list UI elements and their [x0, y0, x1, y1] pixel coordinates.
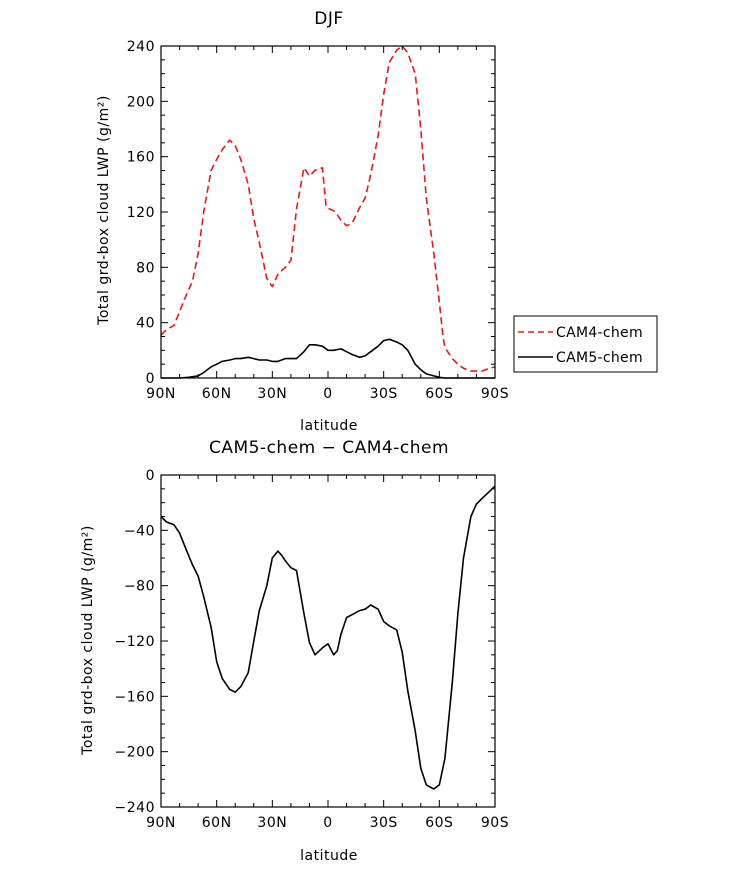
- top-y-tick-label: 160: [127, 150, 155, 166]
- bottom-y-tick-label: −40: [124, 523, 155, 539]
- bottom-x-axis-title: latitude: [300, 848, 358, 864]
- legend: CAM4-chem CAM5-chem: [513, 315, 658, 373]
- top-x-tick-label: 30S: [370, 386, 398, 402]
- bottom-x-tick-label: 60N: [202, 815, 232, 831]
- legend-label-cam5: CAM5-chem: [556, 350, 643, 366]
- top-y-tick-label: 200: [127, 94, 155, 110]
- top-plot-frame: [160, 45, 496, 379]
- top-panel-title: DJF: [314, 9, 343, 29]
- legend-label-cam4: CAM4-chem: [556, 325, 643, 341]
- bottom-y-tick-label: 0: [146, 468, 155, 484]
- top-x-tick-label: 90S: [481, 386, 509, 402]
- bottom-y-tick-label: −160: [115, 689, 155, 705]
- bottom-x-tick-label: 0: [323, 815, 332, 831]
- bottom-panel-title: CAM5-chem − CAM4-chem: [209, 438, 449, 458]
- top-y-tick-label: 120: [127, 205, 155, 221]
- top-x-tick-label: 0: [323, 386, 332, 402]
- top-y-tick-label: 0: [146, 371, 155, 387]
- bottom-y-tick-label: −120: [115, 634, 155, 650]
- bottom-x-tick-label: 90N: [146, 815, 176, 831]
- bottom-x-tick-label: 90S: [481, 815, 509, 831]
- top-x-tick-label: 60S: [425, 386, 453, 402]
- top-y-axis-title: Total grd-box cloud LWP (g/m²): [96, 95, 112, 326]
- bottom-y-tick-label: −240: [115, 800, 155, 816]
- top-series-cam5-chem-line: [161, 338, 495, 379]
- top-x-tick-label: 60N: [202, 386, 232, 402]
- top-y-tick-label: 40: [136, 316, 155, 332]
- bottom-plot-area: 90N 60N 30N 0 30S 60S 90S 0 −40 −80 −120 −160 −200 −2…: [115, 468, 509, 831]
- bottom-panel: CAM5-chem − CAM4-chem 90N 60N 30N 0 30S 60S 90…: [80, 438, 509, 864]
- top-y-tick-label: 80: [136, 260, 155, 276]
- bottom-x-tick-label: 60S: [425, 815, 453, 831]
- top-panel: DJF 90N 60N 30N 0 30S 60S 90S 0 40 80 120 160 200 240…: [96, 9, 658, 434]
- legend-box: [513, 315, 658, 373]
- top-x-axis-title: latitude: [300, 418, 358, 434]
- bottom-x-tick-label: 30N: [257, 815, 287, 831]
- top-series-cam4-chem-line: [160, 45, 496, 372]
- bottom-x-tick-label: 30S: [370, 815, 398, 831]
- top-x-tick-label: 90N: [146, 386, 176, 402]
- top-plot-area: 90N 60N 30N 0 30S 60S 90S 0 40 80 120 160 200 240: [127, 39, 509, 402]
- top-y-tick-label: 240: [127, 39, 155, 55]
- bottom-y-tick-label: −200: [115, 745, 155, 761]
- bottom-series-difference-line: [160, 485, 496, 790]
- bottom-y-tick-label: −80: [124, 579, 155, 595]
- bottom-y-axis-title: Total grd-box cloud LWP (g/m²): [80, 525, 96, 756]
- top-x-tick-label: 30N: [257, 386, 287, 402]
